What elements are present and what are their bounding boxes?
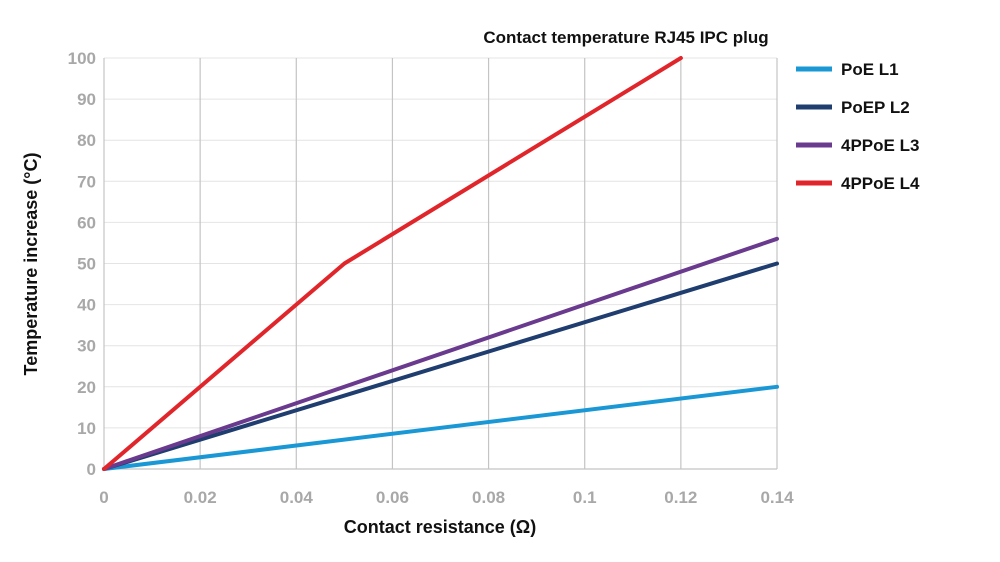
legend-label: PoE L1 xyxy=(841,60,899,79)
y-tick-label: 90 xyxy=(77,90,96,109)
x-tick-label: 0.02 xyxy=(184,488,217,507)
x-tick-label: 0.12 xyxy=(664,488,697,507)
legend-label: 4PPoE L4 xyxy=(841,174,920,193)
series-line xyxy=(102,261,779,471)
x-tick-label: 0.04 xyxy=(280,488,314,507)
legend-label: PoEP L2 xyxy=(841,98,910,117)
y-tick-label: 60 xyxy=(77,213,96,232)
y-tick-label: 10 xyxy=(77,419,96,438)
series-line xyxy=(102,236,779,471)
x-tick-label: 0.1 xyxy=(573,488,597,507)
series-line xyxy=(102,56,683,471)
series-line xyxy=(102,384,779,471)
y-tick-label: 70 xyxy=(77,172,96,191)
x-tick-label: 0.14 xyxy=(760,488,794,507)
x-axis-label: Contact resistance (Ω) xyxy=(344,517,536,537)
tick-labels: 0 10 20 30 40 50 60 70 80 90 100 0 0.02 0.04 0.06 0.08 0… xyxy=(68,49,794,507)
x-tick-label: 0.06 xyxy=(376,488,409,507)
x-tick-label: 0.08 xyxy=(472,488,505,507)
y-tick-label: 100 xyxy=(68,49,96,68)
chart-title: Contact temperature RJ45 IPC plug xyxy=(483,28,768,47)
y-tick-label: 80 xyxy=(77,131,96,150)
gridlines xyxy=(103,57,778,470)
y-tick-label: 40 xyxy=(77,296,96,315)
y-tick-label: 50 xyxy=(77,255,96,274)
legend-label: 4PPoE L3 xyxy=(841,136,919,155)
y-axis-label: Temperature increase (°C) xyxy=(21,153,41,376)
y-tick-label: 20 xyxy=(77,378,96,397)
legend: PoE L1 PoEP L2 4PPoE L3 4PPoE L4 xyxy=(796,60,920,193)
y-tick-label: 30 xyxy=(77,337,96,356)
series-lines xyxy=(102,56,779,471)
x-tick-label: 0 xyxy=(99,488,108,507)
y-tick-label: 0 xyxy=(87,460,96,479)
